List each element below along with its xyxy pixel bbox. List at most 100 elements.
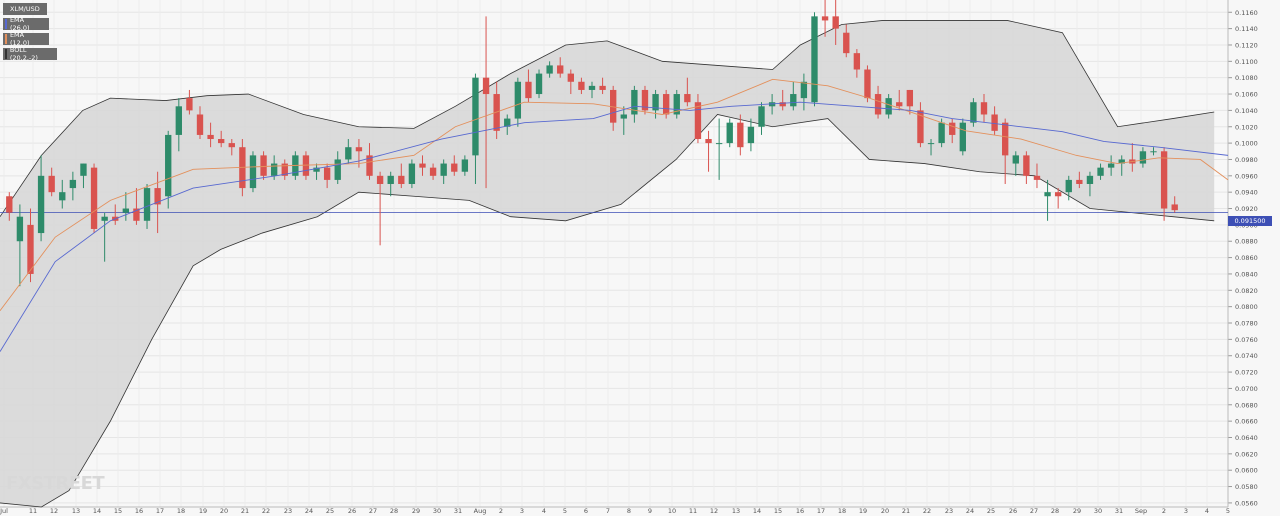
bollinger-upper-line [0, 20, 1215, 217]
candle-body [1160, 151, 1168, 209]
candle-body [249, 155, 257, 189]
candle-body [186, 98, 193, 111]
x-tick-label: 6 [584, 507, 588, 515]
candle-body [535, 73, 543, 95]
legend-item-ema-long[interactable]: EMA (26,0) [3, 16, 49, 32]
candle-body [652, 94, 659, 111]
y-tick-label: 0.0800 [1235, 303, 1258, 311]
x-tick-label: 10 [668, 507, 676, 515]
candle-body [101, 216, 108, 221]
candle-body [949, 122, 956, 135]
legend-label-ema-long: EMA (26,0) [9, 16, 30, 32]
candle-body [578, 81, 585, 90]
legend-label-symbol: XLM/USD [10, 5, 40, 13]
candle-body [408, 163, 416, 184]
candle-body [525, 81, 532, 99]
ema-12-line [0, 78, 1229, 312]
x-tick-label: 30 [433, 507, 441, 515]
candle-body [885, 98, 892, 115]
x-tick-label: 30 [1094, 507, 1102, 515]
candle-body [472, 77, 479, 156]
candle-body [715, 143, 723, 145]
candle-body [1076, 179, 1083, 184]
legend-swatch-bollinger [5, 49, 7, 59]
candle-body [779, 102, 786, 107]
x-tick-label: 13 [72, 507, 80, 515]
x-tick-label: 15 [114, 507, 122, 515]
candle-body [218, 139, 225, 144]
x-tick-label: 14 [93, 507, 101, 515]
candle-body [610, 89, 617, 123]
y-tick-label: 0.1120 [1235, 41, 1258, 49]
candle-body [260, 155, 267, 176]
candle-body [557, 65, 564, 74]
x-tick-label: 7 [606, 507, 610, 515]
candle-body [1023, 155, 1030, 176]
candle-body [1002, 122, 1009, 156]
candle-body [864, 69, 871, 99]
y-tick-label: 0.1160 [1235, 9, 1258, 17]
x-tick-label: 12 [710, 507, 718, 515]
x-tick-label: 22 [923, 507, 931, 515]
y-tick-label: 0.0880 [1235, 238, 1258, 246]
candle-body [16, 216, 24, 242]
x-tick-label: 2 [1162, 507, 1166, 515]
legend-swatch-symbol [5, 4, 7, 14]
candle-body [207, 134, 214, 140]
x-tick-label: 27 [1030, 507, 1038, 515]
candle-body [737, 122, 744, 148]
candle-body [1139, 151, 1147, 164]
legend-item-symbol[interactable]: XLM/USD [3, 3, 47, 15]
candle-body [143, 188, 151, 221]
x-tick-label: 21 [902, 507, 910, 515]
candle-body [80, 163, 87, 176]
y-tick-label: 0.0820 [1235, 287, 1258, 295]
candle-body [504, 118, 511, 127]
candle-body [313, 167, 320, 172]
x-tick-label: 19 [859, 507, 867, 515]
current-price-tag: 0.091500 [1228, 216, 1272, 226]
candle-body [1086, 175, 1094, 184]
y-tick-label: 0.0980 [1235, 156, 1258, 164]
candle-body [1012, 155, 1019, 164]
y-tick-label: 0.0620 [1235, 450, 1258, 458]
legend-label-ema-short: EMA (12,0) [9, 31, 30, 47]
candle-body [323, 167, 331, 180]
x-tick-label: 23 [284, 507, 292, 515]
candle-body [345, 147, 352, 160]
candle-body [747, 126, 755, 144]
y-tick-label: 0.0840 [1235, 270, 1258, 278]
candle-body [376, 175, 384, 184]
y-tick-label: 0.0680 [1235, 401, 1258, 409]
y-tick-label: 0.1060 [1235, 91, 1258, 99]
x-tick-label: 28 [390, 507, 398, 515]
x-tick-label: 24 [966, 507, 974, 515]
y-tick-label: 0.0700 [1235, 385, 1258, 393]
candle-body [853, 53, 861, 70]
candle-body [133, 208, 140, 221]
candle-body [726, 122, 733, 144]
candle-body [1118, 159, 1125, 164]
x-tick-label: 11 [29, 507, 37, 515]
candle-body [1107, 163, 1115, 168]
candle-body [800, 81, 808, 99]
y-tick-label: 0.1020 [1235, 123, 1258, 131]
candle-body [980, 102, 988, 115]
candle-body [843, 32, 850, 54]
candle-body [122, 208, 130, 213]
y-tick-label: 0.0640 [1235, 434, 1258, 442]
x-tick-label: 17 [156, 507, 164, 515]
y-tick-label: 0.0860 [1235, 254, 1258, 262]
x-tick-label: 13 [732, 507, 740, 515]
x-tick-label: 28 [1051, 507, 1059, 515]
legend-item-ema-short[interactable]: EMA (12,0) [3, 31, 49, 47]
x-tick-label: 31 [454, 507, 462, 515]
x-tick-label: 3 [520, 507, 524, 515]
legend-item-bollinger[interactable]: BOLL (20,2,-2) [3, 46, 57, 62]
candle-body [6, 196, 13, 213]
x-tick-label: 18 [838, 507, 846, 515]
candle-body [790, 94, 797, 107]
x-tick-label: 9 [648, 507, 652, 515]
y-tick-label: 0.0720 [1235, 369, 1258, 377]
